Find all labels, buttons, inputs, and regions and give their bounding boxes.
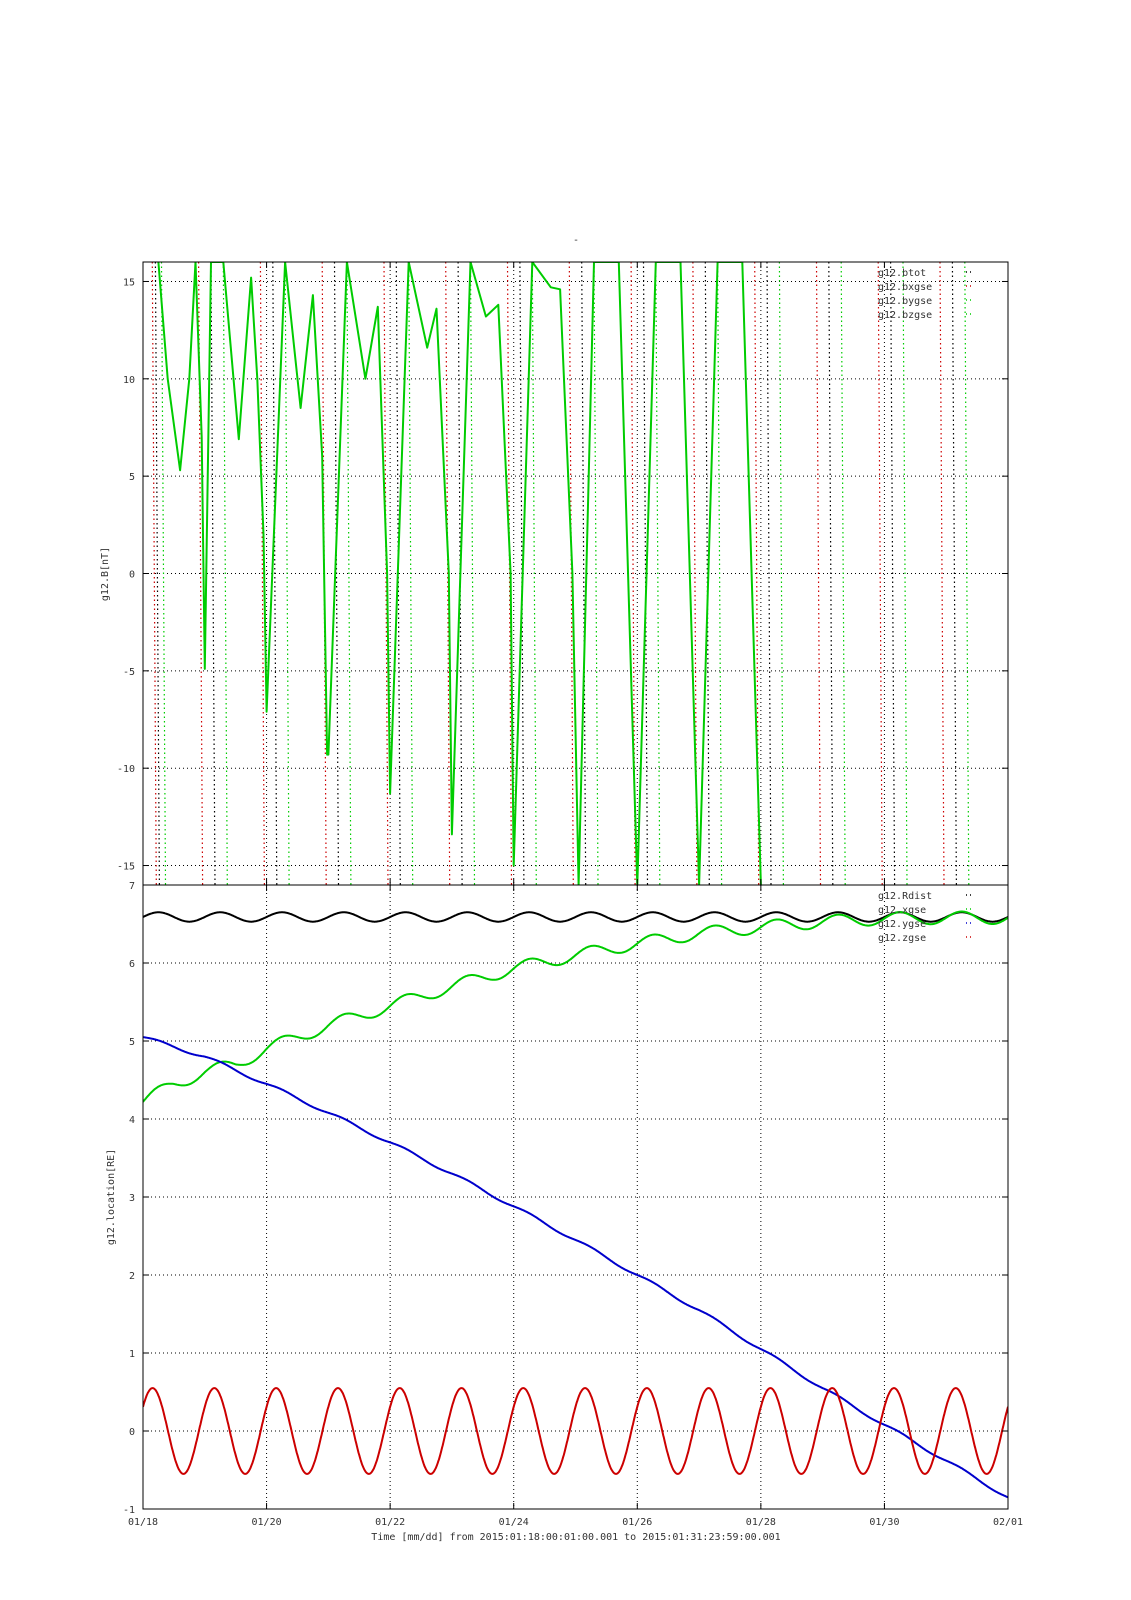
series-line-g12-bygse	[160, 262, 970, 885]
xtick-label: 01/18	[128, 1517, 158, 1528]
xtick-label: 01/30	[869, 1517, 899, 1528]
series-line-g12-ygse	[143, 1036, 1008, 1499]
ytick-label: 7	[129, 881, 135, 892]
legend-label: g12.Rdist	[878, 891, 932, 902]
ytick-label: -10	[117, 764, 135, 775]
legend-label: g12.bxgse	[878, 282, 932, 293]
xticks-magnetic-field	[142, 262, 1009, 885]
legend-label: g12.xgse	[878, 905, 926, 916]
xtick-label: 01/22	[375, 1517, 405, 1528]
ytick-label: 2	[129, 1271, 135, 1282]
ylabel-magnetic-field: g12.B[nT]	[100, 547, 111, 601]
ytick-label: 4	[129, 1115, 135, 1126]
xtick-label: 01/20	[252, 1517, 282, 1528]
yticks-magnetic-field: -15 -10 -5 0 5 10 15	[117, 277, 1008, 873]
ytick-label: 6	[129, 959, 135, 970]
xtick-label: 01/28	[746, 1517, 776, 1528]
ytick-label: 0	[129, 1427, 135, 1438]
series-magnetic-field	[151, 262, 970, 885]
ytick-label: -1	[123, 1505, 135, 1516]
legend-label: g12.zgse	[878, 933, 926, 944]
ytick-label: 5	[129, 472, 135, 483]
legend-magnetic-field: g12.btot g12.bxgse g12.bygse g12.bzgse	[878, 268, 974, 321]
legend-label: g12.bygse	[878, 296, 932, 307]
xtick-label: 01/26	[622, 1517, 652, 1528]
ytick-label: -15	[117, 862, 135, 873]
ytick-label: 0	[129, 570, 135, 581]
ytick-label: -5	[123, 667, 135, 678]
legend-label: g12.btot	[878, 268, 926, 279]
xtick-label: 02/01	[993, 1517, 1023, 1528]
series-line-g12-zgse	[143, 1387, 1008, 1475]
series-line-g12-bzgse	[157, 262, 762, 885]
legend-location: g12.Rdist g12.xgse g12.ygse g12.zgse	[878, 891, 974, 944]
ytick-label: 10	[123, 375, 135, 386]
series-line-g12-Rdist	[143, 911, 1008, 923]
ytick-label: 3	[129, 1193, 135, 1204]
ytick-label: 5	[129, 1037, 135, 1048]
series-location	[143, 910, 1008, 1499]
x-axis-title: Time [mm/dd] from 2015:01:18:00:01:00.00…	[371, 1532, 780, 1543]
series-line-g12-xgse	[143, 910, 1008, 1103]
xtick-label: 01/24	[499, 1517, 529, 1528]
legend-label: g12.ygse	[878, 919, 926, 930]
location-panel: -1 0 1 2 3 4 5 6 7 01/18 01/20 01/22 01/24 01/26 01/2…	[106, 881, 1023, 1528]
ylabel-location: g12.location[RE]	[106, 1149, 117, 1245]
xticks-location: 01/18 01/20 01/22 01/24 01/26 01/28 01/30 02/01	[128, 885, 1023, 1528]
ytick-label: 1	[129, 1349, 135, 1360]
legend-label: g12.bzgse	[878, 310, 932, 321]
ytick-label: 15	[123, 277, 135, 288]
yticks-location: -1 0 1 2 3 4 5 6 7	[123, 881, 1008, 1516]
figure-title: -	[573, 235, 579, 246]
grid-location	[143, 885, 1008, 1509]
